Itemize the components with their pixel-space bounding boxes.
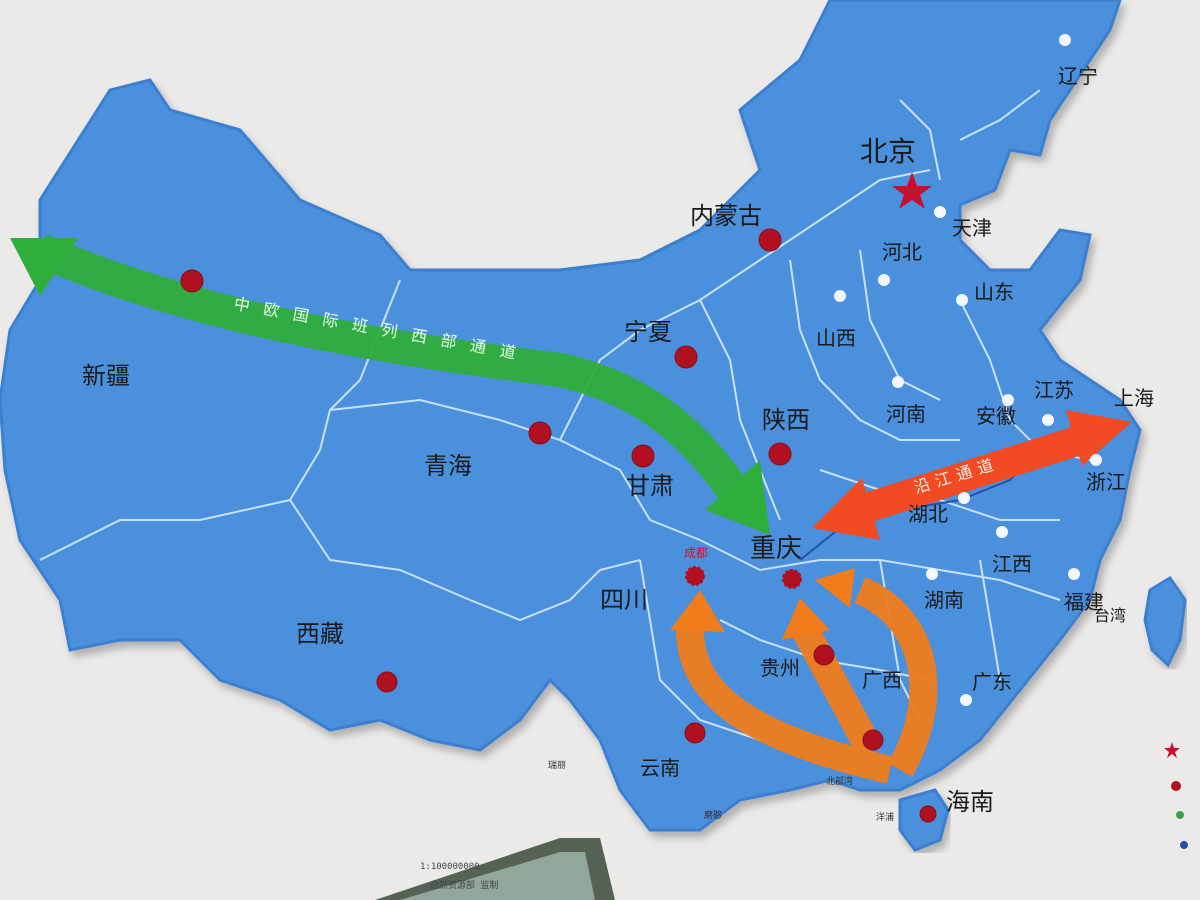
city-dot-haikou bbox=[919, 805, 937, 823]
legend-markers bbox=[1164, 742, 1188, 849]
province-label-zhejiang: 浙江 bbox=[1086, 470, 1126, 494]
province-label-hunan: 湖南 bbox=[924, 588, 964, 612]
city-dot-guiyang bbox=[813, 644, 835, 666]
capital-dots bbox=[180, 228, 937, 823]
province-label-gansu: 甘肃 bbox=[626, 472, 674, 500]
province-label-ningxia: 宁夏 bbox=[624, 318, 672, 346]
province-label-shanxi: 山西 bbox=[816, 326, 856, 350]
province-label-fujian: 福建 bbox=[1064, 590, 1104, 614]
city-label-chengdu: 成都 bbox=[684, 546, 709, 560]
city-dot-nanning bbox=[862, 729, 884, 751]
province-label-guangdong: 广东 bbox=[972, 670, 1012, 694]
white-dots bbox=[834, 34, 1102, 706]
city-dot-xining bbox=[528, 421, 552, 445]
province-label-yunnan: 云南 bbox=[640, 756, 680, 780]
province-label-anhui: 安徽 bbox=[976, 404, 1016, 428]
province-label-chongqing: 重庆 bbox=[750, 534, 803, 564]
label-mohan: 磨憨 bbox=[704, 811, 723, 821]
province-label-hebei: 河北 bbox=[882, 240, 922, 264]
south-arrowhead-chongqing bbox=[782, 598, 830, 640]
city-dot-chongqing bbox=[782, 569, 802, 589]
province-label-liaoning: 辽宁 bbox=[1058, 64, 1098, 88]
province-label-jiangsu: 江苏 bbox=[1034, 378, 1074, 402]
province-label-qinghai: 青海 bbox=[424, 452, 472, 480]
province-label-hubei: 湖北 bbox=[908, 502, 948, 526]
city-dot-chengdu bbox=[685, 566, 705, 586]
scale-agency: 自然资源部 监制 bbox=[430, 881, 499, 891]
city-dot-xian bbox=[768, 442, 792, 466]
province-label-taiwan: 台湾 bbox=[1094, 606, 1127, 625]
province-label-xinjiang: 新疆 bbox=[82, 362, 130, 390]
province-borders bbox=[39, 89, 1091, 741]
scale-ratio: 1:100000000 bbox=[420, 862, 480, 872]
province-label-jiangxi: 江西 bbox=[992, 552, 1032, 576]
city-dot-lhasa bbox=[376, 671, 398, 693]
label-yangpu: 洋浦 bbox=[876, 813, 895, 823]
province-label-guangxi: 广西 bbox=[862, 668, 902, 692]
city-dot-yinchuan bbox=[674, 345, 698, 369]
capital-star-icon bbox=[892, 172, 932, 209]
province-label-shandong: 山东 bbox=[974, 280, 1014, 304]
city-dot-hohhot bbox=[758, 228, 782, 252]
south-arrowhead-sichuan bbox=[670, 590, 725, 632]
province-label-xizang: 西藏 bbox=[296, 620, 344, 648]
city-dot-lanzhou bbox=[631, 444, 655, 468]
province-label-hainan: 海南 bbox=[946, 788, 994, 816]
south-arrowhead-hunan bbox=[815, 568, 855, 608]
river-corridor-arrow bbox=[812, 410, 1132, 540]
west-corridor-arrow bbox=[10, 234, 770, 535]
river-corridor-arrowhead-east bbox=[1066, 410, 1132, 466]
china-landmass bbox=[0, 0, 1142, 832]
west-corridor-arrowhead-west bbox=[10, 238, 78, 296]
province-label-neimenggu: 内蒙古 bbox=[690, 202, 762, 230]
province-label-tianjin: 天津 bbox=[952, 216, 992, 240]
west-corridor-arrowhead-east bbox=[705, 460, 770, 535]
city-dot-urumqi bbox=[180, 269, 204, 293]
city-dot-kunming bbox=[684, 722, 706, 744]
province-label-shaanxi: 陕西 bbox=[762, 406, 810, 434]
province-label-sichuan: 四川 bbox=[600, 586, 648, 614]
label-beibuwan: 北部湾 bbox=[826, 777, 854, 787]
province-label-shanghai: 上海 bbox=[1114, 386, 1154, 410]
label-ruili: 瑞丽 bbox=[548, 761, 567, 771]
taiwan-island bbox=[1143, 575, 1187, 668]
province-label-guizhou: 贵州 bbox=[760, 656, 800, 680]
legend-frame bbox=[375, 838, 615, 900]
province-label-beijing: 北京 bbox=[860, 135, 917, 168]
river-corridor-arrowhead-west bbox=[812, 478, 880, 540]
province-label-henan: 河南 bbox=[886, 402, 926, 426]
